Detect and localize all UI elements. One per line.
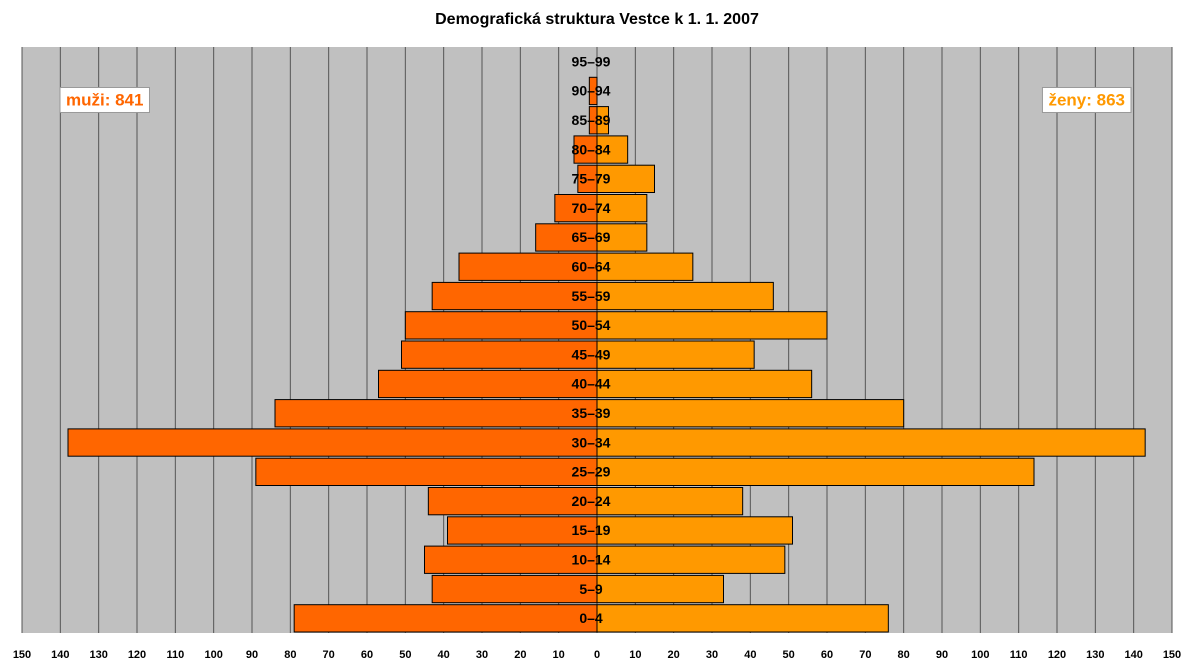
x-tick-label: 50 <box>399 649 411 661</box>
bar <box>255 457 598 487</box>
x-tick-label: 90 <box>246 649 258 661</box>
category-label: 10–14 <box>572 551 611 567</box>
x-tick-label: 120 <box>1048 649 1066 661</box>
bar <box>596 194 648 223</box>
category-label: 80–84 <box>572 141 611 157</box>
category-label: 60–64 <box>572 258 611 274</box>
x-tick-label: 30 <box>476 649 488 661</box>
category-label: 50–54 <box>572 317 611 333</box>
bar <box>596 223 648 252</box>
bar <box>535 223 598 252</box>
x-tick-label: 140 <box>1124 649 1142 661</box>
bar <box>274 399 598 428</box>
x-tick-label: 10 <box>553 649 565 661</box>
bar <box>596 135 629 164</box>
x-tick-label: 40 <box>438 649 450 661</box>
bar <box>67 428 598 457</box>
x-tick-label: 20 <box>514 649 526 661</box>
category-label: 65–69 <box>572 229 611 245</box>
bar <box>596 487 744 516</box>
x-tick-label: 70 <box>859 649 871 661</box>
bar <box>554 194 598 223</box>
x-tick-label: 130 <box>1086 649 1104 661</box>
x-tick-label: 60 <box>361 649 373 661</box>
bar <box>596 604 889 633</box>
x-tick-label: 50 <box>783 649 795 661</box>
category-label: 25–29 <box>572 464 611 480</box>
x-tick-label: 0 <box>594 649 600 661</box>
x-tick-label: 120 <box>128 649 146 661</box>
x-tick-label: 100 <box>204 649 222 661</box>
x-tick-label: 30 <box>706 649 718 661</box>
bar <box>596 164 655 193</box>
x-tick-label: 110 <box>166 649 184 661</box>
bar <box>458 252 598 281</box>
x-tick-label: 140 <box>51 649 69 661</box>
bar <box>596 106 609 135</box>
x-tick-label: 40 <box>744 649 756 661</box>
category-label: 75–79 <box>572 171 611 187</box>
x-tick-label: 90 <box>936 649 948 661</box>
bar <box>596 457 1035 487</box>
x-tick-label: 150 <box>1163 649 1181 661</box>
x-tick-label: 80 <box>284 649 296 661</box>
category-label: 5–9 <box>579 581 603 597</box>
bar <box>596 340 755 369</box>
annotation-box <box>1041 86 1132 113</box>
annotation-box <box>59 86 150 113</box>
bar <box>401 340 598 369</box>
x-tick-label: 60 <box>821 649 833 661</box>
x-tick-label: 110 <box>1010 649 1028 661</box>
bar <box>424 545 598 574</box>
category-label: 30–34 <box>572 434 611 450</box>
bar <box>378 369 598 399</box>
bar <box>596 252 694 281</box>
bar <box>427 487 598 516</box>
chart-title: Demografická struktura Vestce k 1. 1. 20… <box>435 11 759 28</box>
category-label: 85–89 <box>572 112 611 128</box>
bar <box>588 76 598 106</box>
bar <box>404 311 598 340</box>
category-label: 0–4 <box>579 610 603 626</box>
x-tick-label: 10 <box>629 649 641 661</box>
bar <box>596 399 905 428</box>
bar <box>447 516 598 545</box>
x-tick-label: 70 <box>323 649 335 661</box>
x-tick-label: 80 <box>898 649 910 661</box>
x-tick-label: 20 <box>668 649 680 661</box>
bar <box>596 428 1146 457</box>
bar <box>431 574 598 604</box>
bar <box>596 516 793 545</box>
category-label: 15–19 <box>572 522 611 538</box>
annotation: muži: 841 <box>66 90 143 109</box>
category-label: 90–94 <box>572 83 611 99</box>
x-tick-label: 100 <box>971 649 989 661</box>
x-tick-label: 150 <box>13 649 31 661</box>
x-tick-label: 130 <box>89 649 107 661</box>
bar <box>596 311 828 340</box>
category-label: 35–39 <box>572 405 611 421</box>
category-label: 20–24 <box>572 493 611 509</box>
annotation: ženy: 863 <box>1048 90 1125 109</box>
category-label: 55–59 <box>572 288 611 304</box>
category-label: 70–74 <box>572 200 611 216</box>
category-label: 45–49 <box>572 346 611 362</box>
bar <box>293 604 598 633</box>
bar <box>596 574 724 604</box>
bar <box>596 281 774 311</box>
bar <box>596 545 786 574</box>
category-label: 95–99 <box>572 53 611 69</box>
bar <box>596 369 813 399</box>
category-label: 40–44 <box>572 376 611 392</box>
